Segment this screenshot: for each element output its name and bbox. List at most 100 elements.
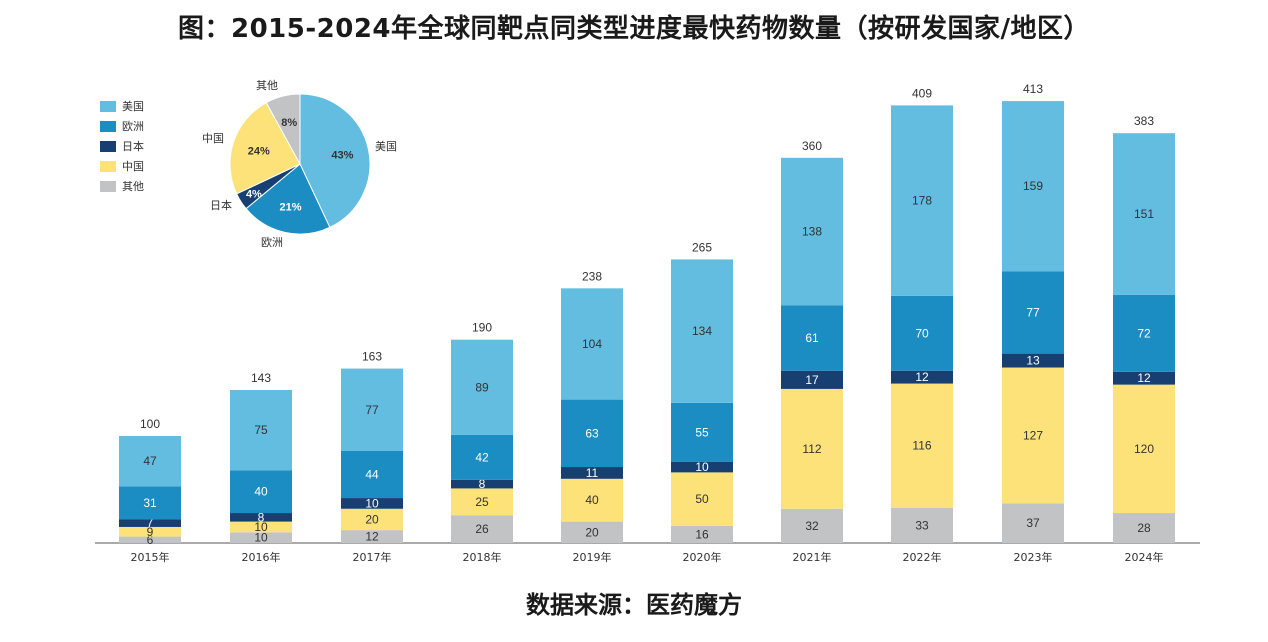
bar-segment [1002, 101, 1064, 272]
bar-segment [1113, 513, 1175, 543]
bar-segment [230, 470, 292, 514]
pie-slice [229, 101, 301, 195]
bar-value-label: 25 [475, 495, 489, 509]
bar-segment [451, 488, 513, 516]
legend-label: 欧洲 [122, 120, 144, 133]
pie-percent-label: 24% [248, 146, 270, 158]
bar-segment [119, 536, 181, 543]
pie-percent-label: 4% [246, 188, 262, 200]
x-tick-label: 2016年 [242, 550, 281, 564]
bar-segment [119, 519, 181, 527]
bar-value-label: 10 [254, 520, 268, 534]
legend-swatch [100, 180, 116, 192]
bar-segment [891, 507, 953, 543]
legend-item: 中国 [100, 156, 144, 176]
bar-segment [451, 434, 513, 480]
bar-value-label: 12 [915, 370, 929, 384]
bar-segment [230, 521, 292, 533]
bar-segment [561, 399, 623, 468]
bar-segment [1002, 271, 1064, 354]
bar-value-label: 17 [805, 373, 819, 387]
legend-item: 美国 [100, 96, 144, 116]
bar-segment [561, 521, 623, 543]
bar-segment [781, 388, 843, 509]
bar-segment [781, 370, 843, 389]
bar-value-label: 89 [475, 380, 489, 394]
x-tick-label: 2017年 [353, 550, 392, 564]
legend-item: 日本 [100, 136, 144, 156]
x-tick-label: 2023年 [1014, 550, 1053, 564]
bar-value-label: 178 [912, 194, 932, 208]
pie-slice [265, 93, 301, 165]
bar-value-label: 10 [695, 460, 709, 474]
bar-value-label: 10 [365, 496, 379, 510]
pie-percent-label: 43% [331, 150, 353, 162]
bar-value-label: 11 [586, 466, 599, 480]
bar-segment [119, 486, 181, 520]
bar-segment [451, 479, 513, 489]
pie-percent-label: 21% [280, 201, 302, 213]
x-tick-label: 2021年 [793, 550, 832, 564]
legend-label: 其他 [122, 180, 144, 193]
bar-segment [671, 472, 733, 526]
legend-swatch [100, 120, 116, 132]
legend-label: 美国 [122, 100, 144, 113]
bar-value-label: 10 [254, 531, 268, 545]
bar-value-label: 55 [695, 425, 709, 439]
bar-segment [341, 508, 403, 531]
bar-total-label: 100 [140, 417, 160, 431]
chart-title: 图：2015-2024年全球同靶点同类型进度最快药物数量（按研发国家/地区） [177, 14, 1090, 44]
bar-segment [891, 383, 953, 508]
x-tick-label: 2018年 [463, 550, 502, 564]
bar-segment [891, 105, 953, 296]
bar-segment [671, 402, 733, 462]
pie-category-label: 其他 [256, 79, 278, 92]
bar-total-label: 163 [362, 350, 382, 364]
x-tick-label: 2022年 [903, 550, 942, 564]
x-tick-label: 2015年 [131, 550, 170, 564]
bar-value-label: 42 [475, 450, 489, 464]
legend-label: 中国 [122, 160, 144, 173]
bar-value-label: 31 [143, 496, 157, 510]
bar-segment [671, 259, 733, 403]
bar-total-label: 413 [1023, 82, 1043, 96]
bar-value-label: 47 [143, 454, 157, 468]
pie-slice [299, 93, 371, 229]
bar-value-label: 134 [692, 324, 712, 338]
pie-category-label: 欧洲 [261, 236, 283, 249]
bar-value-label: 16 [695, 527, 709, 541]
legend-item: 欧洲 [100, 116, 144, 136]
bar-total-label: 409 [912, 86, 932, 100]
bar-segment [891, 370, 953, 384]
bar-total-label: 360 [802, 139, 822, 153]
bar-segment [230, 513, 292, 522]
bar-value-label: 8 [479, 477, 486, 491]
bar-value-label: 61 [805, 331, 819, 345]
data-source: 数据来源：医药魔方 [526, 591, 742, 619]
bar-value-label: 104 [582, 337, 602, 351]
bar-value-label: 28 [1137, 521, 1151, 535]
bar-segment [781, 508, 843, 543]
bar-segment [341, 368, 403, 451]
bar-value-label: 37 [1026, 516, 1040, 530]
bar-segment [341, 530, 403, 543]
bar-segment [671, 461, 733, 473]
pie-slice [245, 163, 331, 235]
bar-segment [781, 305, 843, 371]
bar-value-label: 75 [254, 423, 268, 437]
bar-segment [561, 288, 623, 400]
bar-segment [1113, 371, 1175, 385]
bar-value-label: 120 [1134, 442, 1154, 456]
bar-total-label: 143 [251, 371, 271, 385]
bar-value-label: 7 [147, 516, 154, 530]
x-tick-label: 2019年 [573, 550, 612, 564]
bar-value-label: 77 [1026, 305, 1040, 319]
bar-value-label: 63 [585, 426, 599, 440]
bar-segment [1002, 353, 1064, 368]
bar-total-label: 265 [692, 240, 712, 254]
x-tick-label: 2020年 [683, 550, 722, 564]
pie-category-label: 日本 [210, 198, 232, 212]
bar-value-label: 40 [585, 493, 599, 507]
bar-segment [341, 450, 403, 499]
